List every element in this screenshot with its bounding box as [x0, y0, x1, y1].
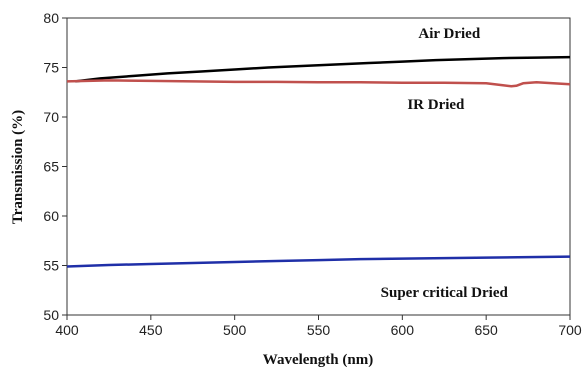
y-tick-label: 65 [43, 159, 59, 175]
series-group [66, 55, 571, 268]
series-line-air-dried [75, 55, 571, 83]
ticks: 400 450 500 550 600 650 700 50 55 60 65 70 75 80 [43, 10, 581, 338]
x-tick-label: 500 [223, 322, 247, 338]
annotation-ir-dried: IR Dried [407, 97, 465, 113]
series-line-ir-dried [66, 79, 571, 88]
x-tick-label: 450 [139, 322, 163, 338]
annotation-air-dried: Air Dried [418, 26, 480, 42]
annotation-super-critical-dried: Super critical Dried [381, 285, 509, 301]
y-tick-label: 75 [43, 60, 59, 76]
x-tick-label: 650 [474, 322, 498, 338]
x-tick-label: 550 [307, 322, 331, 338]
annotations: Air Dried IR Dried Super critical Dried [381, 26, 509, 301]
y-tick-label: 50 [43, 307, 59, 323]
x-tick-label: 700 [558, 322, 582, 338]
x-axis-title: Wavelength (nm) [263, 352, 373, 367]
y-tick-label: 55 [43, 258, 59, 274]
y-tick-label: 70 [43, 109, 59, 125]
y-tick-label: 80 [43, 10, 59, 26]
y-tick-label: 60 [43, 208, 59, 224]
y-axis-title: Transmission (%) [10, 110, 26, 224]
series-line-super-critical-dried [66, 255, 571, 268]
x-tick-label: 600 [391, 322, 415, 338]
x-tick-label: 400 [55, 322, 79, 338]
